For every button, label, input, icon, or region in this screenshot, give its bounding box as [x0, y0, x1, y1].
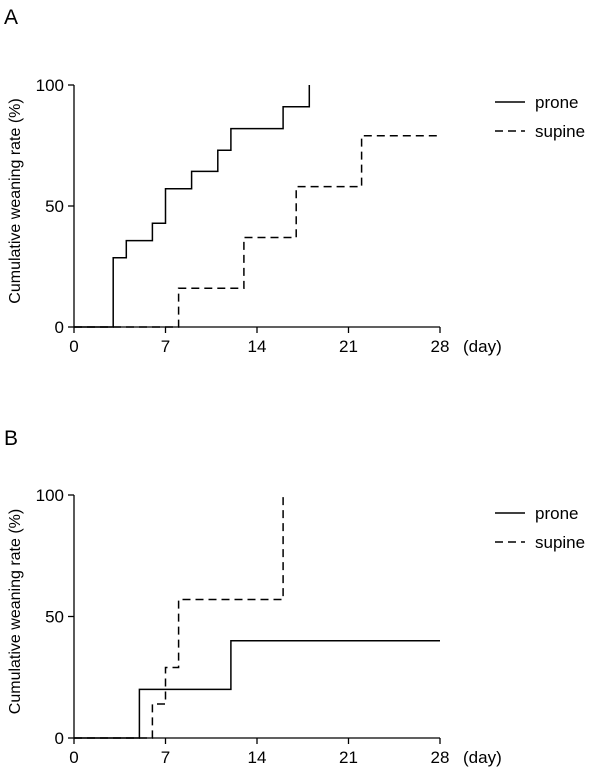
x-tick-label: 21 [339, 748, 358, 767]
legend-label-prone: prone [535, 93, 578, 112]
legend-label-supine: supine [535, 122, 585, 141]
x-axis-unit-label: (day) [463, 337, 502, 356]
x-axis-unit-label: (day) [463, 748, 502, 767]
series-line-prone [74, 640, 440, 739]
y-axis-label: Cumulative weaning rate (%) [7, 98, 24, 303]
panel-label: B [4, 427, 18, 450]
x-tick-label: 7 [161, 748, 170, 767]
panel-b: B 0 50 100 0 7 14 21 28 (day) Cumulative weaning r… [4, 427, 585, 767]
y-tick-label: 50 [45, 197, 64, 216]
series-line-supine [74, 495, 284, 739]
series-line-prone [74, 85, 311, 328]
x-tick-label: 0 [69, 337, 78, 356]
x-tick-label: 28 [431, 748, 450, 767]
y-tick-label: 0 [55, 729, 64, 748]
y-tick-label: 0 [55, 318, 64, 337]
x-tick-label: 28 [431, 337, 450, 356]
panel-a: A 0 50 100 0 7 14 21 28 (day) Cumulative weaning r… [4, 6, 585, 356]
y-tick-label: 50 [45, 608, 64, 627]
x-tick-label: 14 [248, 337, 267, 356]
y-axis-label: Cumulative weaning rate (%) [7, 509, 24, 714]
legend-label-supine: supine [535, 533, 585, 552]
y-tick-label: 100 [36, 76, 64, 95]
y-tick-label: 100 [36, 486, 64, 505]
x-tick-label: 7 [161, 337, 170, 356]
x-tick-label: 0 [69, 748, 78, 767]
panel-label: A [4, 6, 18, 29]
series-line-supine [74, 135, 440, 328]
x-tick-label: 14 [248, 748, 267, 767]
x-tick-label: 21 [339, 337, 358, 356]
legend-label-prone: prone [535, 504, 578, 523]
